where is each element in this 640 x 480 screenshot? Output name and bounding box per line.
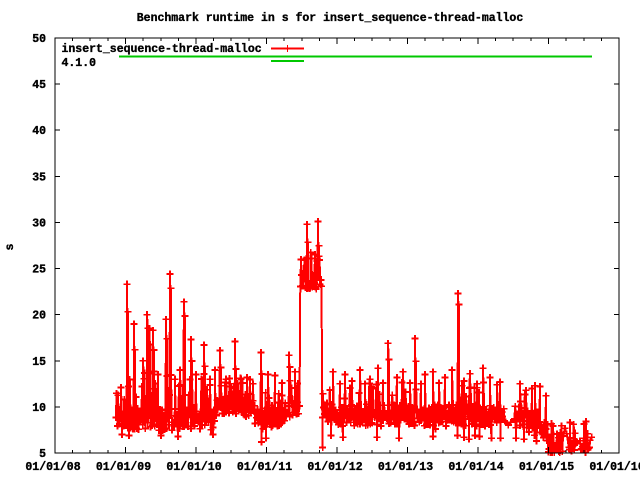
svg-text:01/01/11: 01/01/11 (237, 461, 292, 474)
svg-text:15: 15 (32, 356, 46, 369)
svg-text:s: s (4, 243, 17, 250)
svg-text:01/01/10: 01/01/10 (166, 461, 221, 474)
svg-text:20: 20 (32, 310, 46, 323)
svg-text:40: 40 (32, 125, 46, 138)
svg-text:Benchmark runtime in s for ins: Benchmark runtime in s for insert_sequen… (137, 12, 524, 25)
svg-text:5: 5 (39, 448, 46, 461)
svg-text:30: 30 (32, 217, 46, 230)
svg-text:01/01/08: 01/01/08 (25, 461, 80, 474)
svg-text:4.1.0: 4.1.0 (62, 57, 97, 70)
svg-text:01/01/09: 01/01/09 (96, 461, 151, 474)
svg-text:01/01/15: 01/01/15 (519, 461, 574, 474)
svg-text:01/01/13: 01/01/13 (378, 461, 433, 474)
svg-text:25: 25 (32, 264, 46, 277)
svg-text:insert_sequence-thread-malloc: insert_sequence-thread-malloc (62, 43, 262, 56)
svg-text:35: 35 (32, 171, 46, 184)
svg-text:45: 45 (32, 79, 46, 92)
svg-text:01/01/12: 01/01/12 (307, 461, 362, 474)
svg-text:01/01/16: 01/01/16 (589, 461, 640, 474)
svg-text:01/01/14: 01/01/14 (448, 461, 503, 474)
svg-text:10: 10 (32, 402, 46, 415)
svg-text:50: 50 (32, 33, 46, 46)
